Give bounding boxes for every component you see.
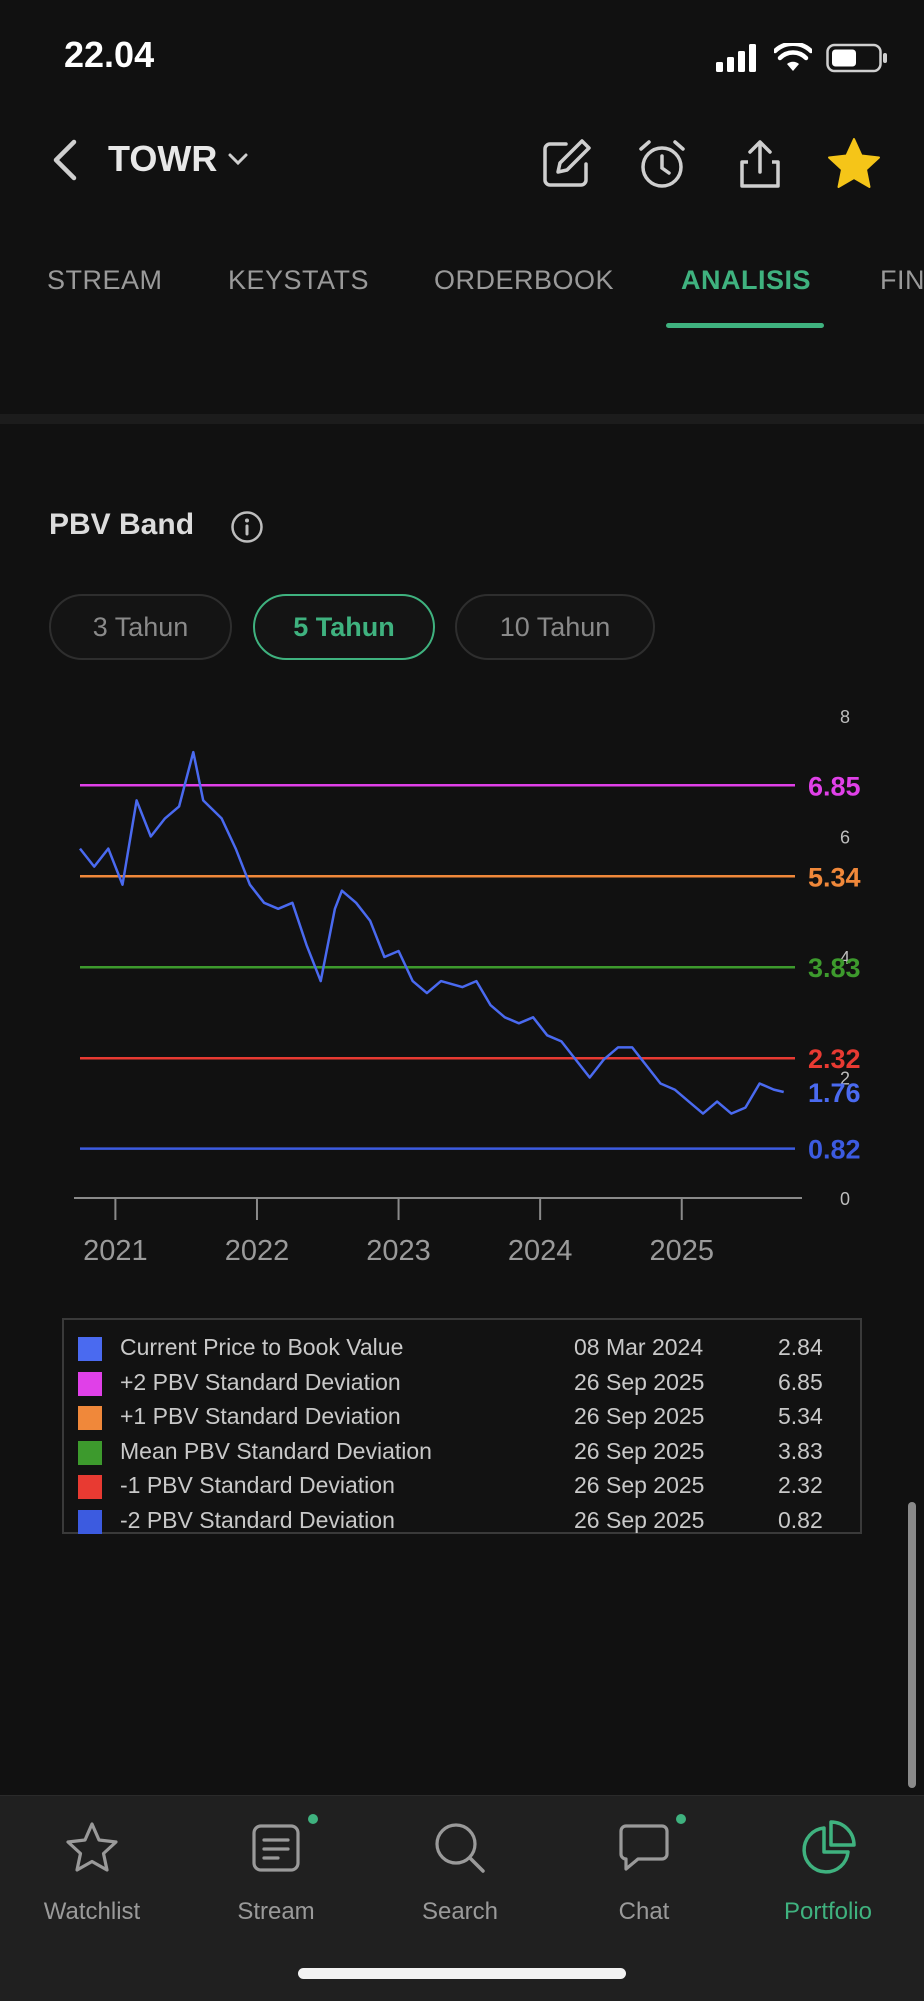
current-pbv-label: 1.76 [808,1078,861,1108]
section-divider [0,414,924,424]
legend-swatch [78,1371,102,1396]
info-icon[interactable] [230,510,264,544]
bottom-nav: Watchlist Stream Search Chat Portfolio [0,1795,924,2001]
search-icon [435,1823,485,1873]
y-tick-label: 0 [840,1189,850,1209]
pbv-band-label: 5.34 [808,862,861,892]
pie-chart-icon [802,1820,856,1874]
legend-name: -2 PBV Standard Deviation [120,1506,395,1533]
legend-date: 26 Sep 2025 [574,1403,705,1429]
notification-dot [676,1814,686,1824]
alarm-clock-icon[interactable] [632,134,692,194]
legend-row: Mean PBV Standard Deviation 26 Sep 2025 3.… [64,1436,864,1470]
pbv-band-label: 6.85 [808,771,861,801]
period-5-tahun-button[interactable]: 5 Tahun [253,594,435,660]
pbv-band-label: 0.82 [808,1135,861,1165]
nav-label: Chat [618,1898,670,1925]
legend-value: 5.34 [778,1403,823,1429]
nav-label: Portfolio [783,1898,873,1925]
chart-legend: Current Price to Book Value 08 Mar 2024 2.… [62,1318,862,1534]
legend-row: +2 PBV Standard Deviation 26 Sep 2025 6.85 [64,1367,864,1401]
pbv-series-line [79,750,784,1115]
star-outline-icon [66,1822,118,1872]
x-tick-label: 2024 [508,1235,573,1267]
notification-dot [308,1814,318,1824]
period-3-tahun-button[interactable]: 3 Tahun [49,594,232,660]
x-tick-label: 2022 [225,1235,290,1267]
edit-note-icon[interactable] [536,134,596,194]
ticker-label: TOWR [108,138,218,179]
legend-row: Current Price to Book Value 08 Mar 2024 2.… [64,1332,864,1366]
legend-row: -1 PBV Standard Deviation 26 Sep 2025 2.32 [64,1470,864,1504]
x-tick-label: 2025 [649,1235,714,1267]
status-icons [716,38,888,78]
star-filled-icon[interactable] [824,134,884,194]
legend-name: Current Price to Book Value [120,1334,404,1360]
nav-portfolio[interactable]: Portfolio [736,1796,920,1946]
legend-name: +1 PBV Standard Deviation [120,1403,401,1429]
y-tick-label: 4 [840,948,850,968]
back-arrow-icon[interactable] [40,130,90,190]
home-indicator[interactable] [298,1968,626,1979]
legend-value: 2.32 [778,1472,823,1498]
scrollbar[interactable] [908,1502,916,1788]
legend-swatch [78,1509,102,1534]
x-tick-label: 2023 [366,1235,431,1267]
signal-icon [716,44,756,72]
ticker-selector[interactable]: TOWR [108,138,249,180]
share-icon[interactable] [730,134,790,194]
legend-value: 6.85 [778,1368,823,1395]
y-tick-label: 2 [840,1069,850,1089]
document-icon [252,1824,300,1872]
tab-keystats[interactable]: KEYSTATS [228,265,370,295]
legend-value: 3.83 [778,1437,823,1464]
legend-swatch [78,1337,102,1361]
period-10-tahun-button[interactable]: 10 Tahun [455,594,655,660]
pbv-band-label: 2.32 [808,1044,861,1074]
tab-bar: STREAM KEYSTATS ORDERBOOK ANALISIS FIN [0,255,924,330]
section-title: PBV Band [49,508,195,541]
legend-value: 0.82 [778,1506,823,1533]
nav-label: Search [421,1898,499,1925]
nav-label: Stream [237,1898,315,1925]
nav-stream[interactable]: Stream [184,1796,368,1946]
wifi-icon [774,43,812,71]
tab-stream[interactable]: STREAM [47,265,163,295]
legend-value: 2.84 [778,1334,823,1360]
x-tick-label: 2021 [83,1235,148,1267]
legend-date: 26 Sep 2025 [574,1437,705,1464]
y-tick-label: 8 [840,707,850,727]
legend-date: 26 Sep 2025 [574,1506,705,1533]
legend-swatch [78,1475,102,1499]
legend-swatch [78,1440,102,1465]
nav-search[interactable]: Search [368,1796,552,1946]
legend-name: Mean PBV Standard Deviation [120,1437,432,1464]
legend-name: +2 PBV Standard Deviation [120,1368,401,1395]
pbv-band-chart: 2021 2022 2023 2024 2025 0 2 4 6 8 6.85 5.34 3.83 2.3… [74,707,861,1267]
legend-date: 08 Mar 2024 [574,1334,704,1360]
tab-active-indicator [666,323,824,328]
battery-icon [826,43,887,73]
legend-date: 26 Sep 2025 [574,1472,705,1498]
pbv-band-label: 3.83 [808,953,861,983]
legend-row: +1 PBV Standard Deviation 26 Sep 2025 5.34 [64,1401,864,1435]
tab-orderbook[interactable]: ORDERBOOK [434,265,615,295]
nav-chat[interactable]: Chat [552,1796,736,1946]
chevron-down-icon [228,153,248,166]
nav-watchlist[interactable]: Watchlist [0,1796,184,1946]
legend-row: -2 PBV Standard Deviation 26 Sep 2025 0.82 [64,1505,864,1539]
legend-date: 26 Sep 2025 [574,1368,705,1395]
legend-swatch [78,1406,102,1430]
status-time: 22.04 [64,34,155,75]
nav-label: Watchlist [43,1898,141,1925]
chat-bubble-icon [619,1824,669,1871]
y-tick-label: 6 [840,828,850,848]
tab-fin[interactable]: FIN [880,265,924,295]
tab-analisis[interactable]: ANALISIS [681,265,812,295]
legend-name: -1 PBV Standard Deviation [120,1472,395,1498]
